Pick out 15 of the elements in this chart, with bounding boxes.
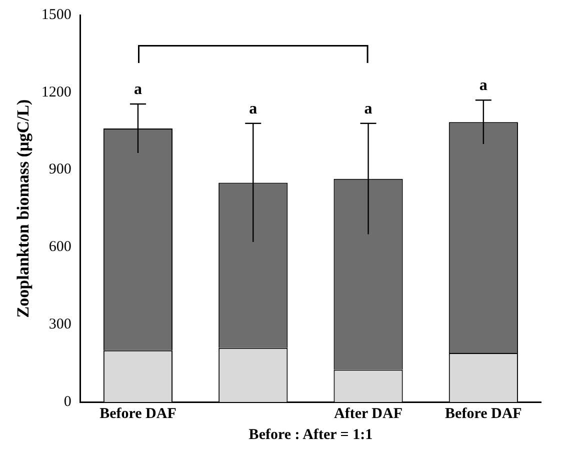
y-tick-label: 1200 bbox=[41, 84, 72, 100]
annotation: a bbox=[249, 100, 258, 118]
x-tick-label: Before DAF bbox=[445, 406, 522, 422]
y-tick-label: 300 bbox=[48, 316, 72, 333]
x-axis-title: Before : After = 1:1 bbox=[248, 426, 373, 443]
x-tick-label: After DAF bbox=[334, 406, 402, 422]
y-axis-title: Zooplankton biomass (μgC/L) bbox=[14, 99, 33, 318]
y-tick-label: 900 bbox=[48, 162, 72, 178]
y-tick-label: 600 bbox=[48, 239, 72, 256]
y-tick-label: 1500 bbox=[41, 6, 72, 23]
y-tick-label: 0 bbox=[64, 394, 72, 410]
annotation: a bbox=[134, 81, 142, 98]
annotation: a bbox=[364, 100, 372, 118]
annotation: a bbox=[479, 77, 488, 94]
x-tick-label: Before DAF bbox=[100, 406, 176, 422]
